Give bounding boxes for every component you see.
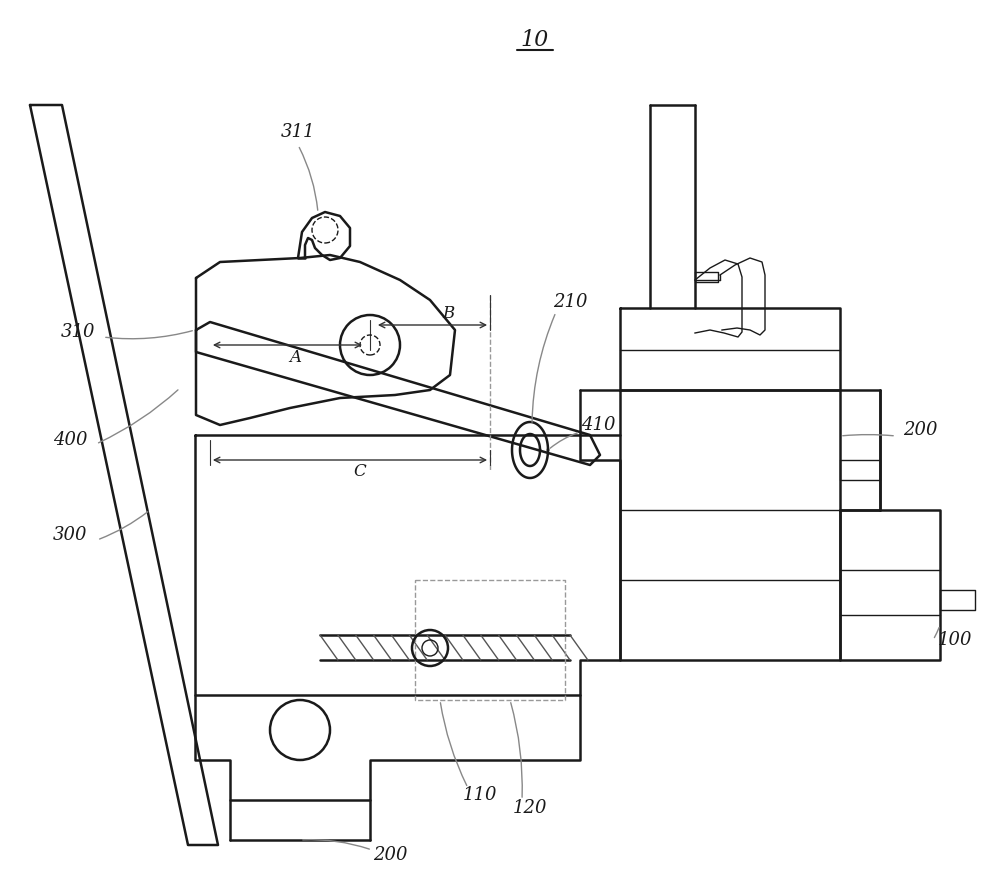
Text: 311: 311 <box>281 123 315 141</box>
Text: 110: 110 <box>463 786 497 804</box>
Text: 200: 200 <box>903 421 937 439</box>
Text: C: C <box>354 463 366 480</box>
Text: 410: 410 <box>581 416 615 434</box>
Text: B: B <box>442 306 454 323</box>
Text: 210: 210 <box>553 293 587 311</box>
Text: 300: 300 <box>53 526 87 544</box>
Text: 120: 120 <box>513 799 547 817</box>
Text: 10: 10 <box>521 29 549 51</box>
Text: A: A <box>289 349 301 366</box>
Text: 310: 310 <box>61 323 95 341</box>
Text: 100: 100 <box>938 631 972 649</box>
Text: 200: 200 <box>373 846 407 864</box>
Text: 400: 400 <box>53 431 87 449</box>
